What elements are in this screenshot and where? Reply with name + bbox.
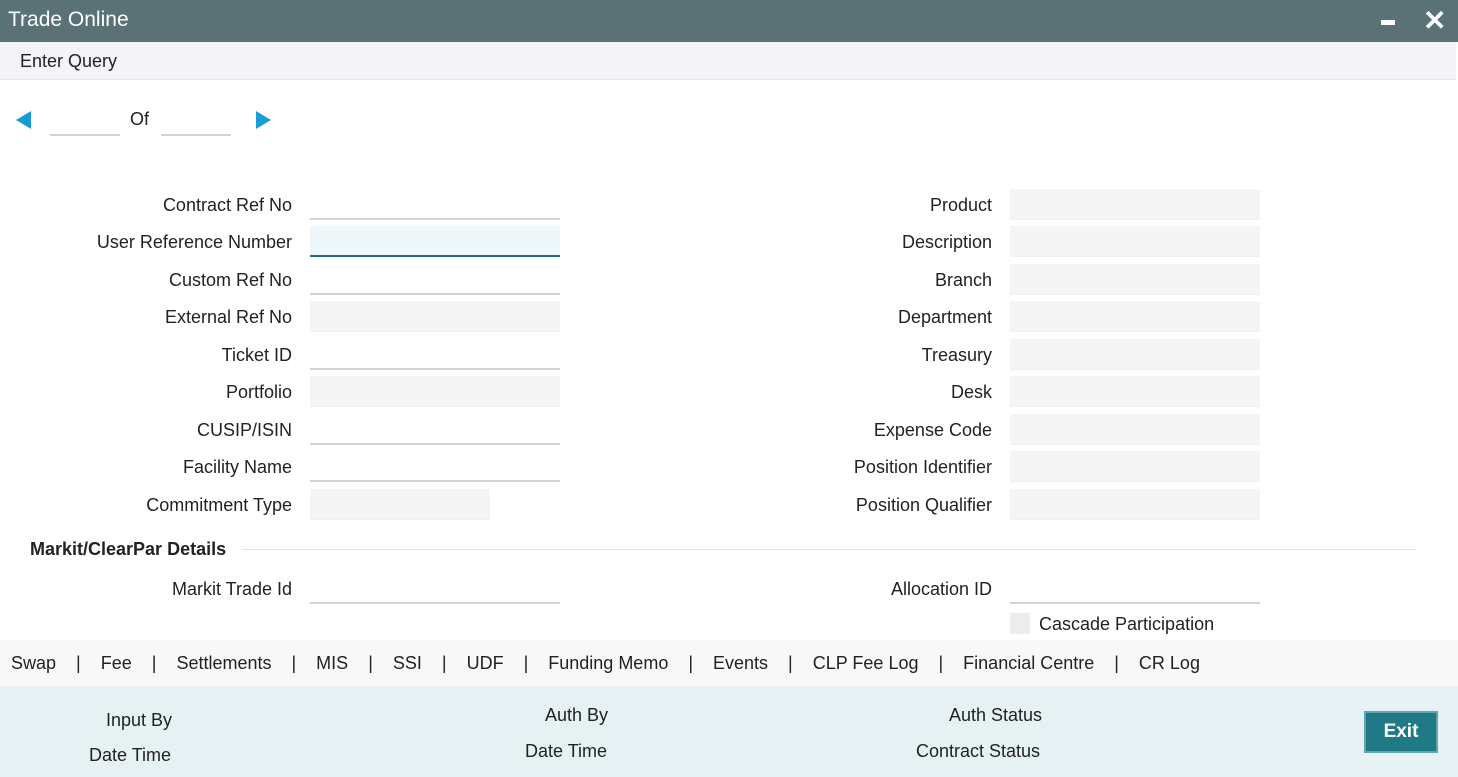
tab-separator: |	[523, 653, 529, 673]
right-field-label: Description	[901, 232, 992, 252]
right-field-label: Branch	[934, 270, 992, 290]
tab-separator: |	[151, 653, 157, 673]
allocation-id-label: Allocation ID	[890, 579, 992, 599]
right-field-label: Position Identifier	[853, 457, 992, 477]
left-field-label: Facility Name	[182, 457, 292, 477]
tab-item[interactable]: SSI	[392, 653, 422, 673]
right-field-label: Expense Code	[873, 420, 992, 440]
left-field-label: Commitment Type	[146, 495, 292, 515]
auth-date-time-label: Date Time	[525, 741, 608, 761]
tab-separator: |	[291, 653, 297, 673]
enter-query-menu[interactable]: Enter Query	[20, 51, 118, 71]
tab-separator: |	[788, 653, 793, 673]
right-field-label: Position Qualifier	[855, 495, 992, 515]
auth-by-label: Auth By	[545, 705, 609, 725]
tab-separator: |	[441, 653, 447, 673]
current-record-input[interactable]	[50, 105, 120, 136]
tab-item[interactable]: Settlements	[176, 653, 272, 673]
right-field-input[interactable]	[1010, 489, 1260, 520]
left-field-input[interactable]	[310, 376, 560, 407]
total-records-input[interactable]	[161, 105, 231, 136]
left-field-input[interactable]	[310, 451, 560, 482]
window-title: Trade Online	[8, 8, 129, 31]
allocation-id-input[interactable]	[1010, 573, 1260, 604]
cascade-participation-checkbox[interactable]	[1010, 613, 1030, 634]
right-field-input[interactable]	[1010, 301, 1260, 332]
left-field-label: CUSIP/ISIN	[196, 420, 292, 440]
tab-item[interactable]: UDF	[466, 653, 504, 673]
of-label: Of	[130, 109, 150, 129]
left-field-input[interactable]	[310, 189, 560, 220]
audit-footer: Input By Date Time Auth By Date Time Aut…	[0, 686, 1458, 777]
left-field-label: Contract Ref No	[162, 195, 292, 215]
markit-trade-id-input[interactable]	[310, 573, 560, 604]
tab-item[interactable]: CR Log	[1138, 653, 1200, 673]
right-field-input[interactable]	[1010, 339, 1260, 370]
tab-item[interactable]: Financial Centre	[963, 653, 1095, 673]
tab-item[interactable]: MIS	[316, 653, 349, 673]
cascade-participation-label: Cascade Participation	[1039, 614, 1215, 634]
exit-button[interactable]: Exit	[1364, 711, 1438, 753]
right-field-input[interactable]	[1010, 189, 1260, 220]
tab-separator: |	[1114, 653, 1119, 673]
sub-screen-tabs: Swap | Fee | Settlements | MIS | SSI | UDF | Funding…	[0, 640, 1458, 686]
left-field-label: Portfolio	[225, 382, 292, 402]
markit-heading: Markit/ClearPar Details	[30, 539, 227, 559]
left-field-label: External Ref No	[164, 307, 292, 327]
left-field-input[interactable]	[310, 226, 560, 257]
auth-status-label: Auth Status	[949, 705, 1043, 725]
right-field-input[interactable]	[1010, 376, 1260, 407]
right-field-label: Desk	[950, 382, 992, 402]
right-field-input[interactable]	[1010, 451, 1260, 482]
contract-status-label: Contract Status	[916, 741, 1041, 761]
left-field-label: Custom Ref No	[168, 270, 292, 290]
minimize-icon[interactable]	[1381, 20, 1395, 25]
right-field-label: Product	[929, 195, 992, 215]
left-field-input[interactable]	[310, 264, 560, 295]
left-field-input[interactable]	[310, 489, 490, 520]
right-field-input[interactable]	[1010, 226, 1260, 257]
prev-record-button[interactable]	[16, 111, 31, 129]
tab-item[interactable]: Fee	[100, 653, 132, 673]
tab-separator: |	[688, 653, 694, 673]
tab-separator: |	[76, 653, 81, 673]
left-field-label: Ticket ID	[221, 345, 292, 365]
next-record-button[interactable]	[256, 111, 271, 129]
tab-item[interactable]: CLP Fee Log	[812, 653, 919, 673]
right-field-label: Treasury	[921, 345, 992, 365]
tab-item[interactable]: Swap	[11, 653, 57, 673]
tab-separator: |	[938, 653, 944, 673]
left-field-input[interactable]	[310, 301, 560, 332]
menu-bar: Enter Query	[0, 42, 1456, 80]
tab-item[interactable]: Events	[713, 653, 769, 673]
close-icon[interactable]: ✕	[1423, 5, 1447, 36]
tab-separator: |	[368, 653, 373, 673]
left-field-input[interactable]	[310, 339, 560, 370]
input-by-label: Input By	[106, 710, 173, 730]
right-field-input[interactable]	[1010, 414, 1260, 445]
markit-trade-id-label: Markit Trade Id	[171, 579, 292, 599]
input-date-time-label: Date Time	[89, 745, 172, 765]
left-field-input[interactable]	[310, 414, 560, 445]
right-field-label: Department	[897, 307, 992, 327]
title-bar: Trade Online ✕	[0, 0, 1458, 42]
right-field-input[interactable]	[1010, 264, 1260, 295]
divider	[242, 549, 1416, 550]
tab-item[interactable]: Funding Memo	[548, 653, 669, 673]
left-field-label: User Reference Number	[96, 232, 292, 252]
